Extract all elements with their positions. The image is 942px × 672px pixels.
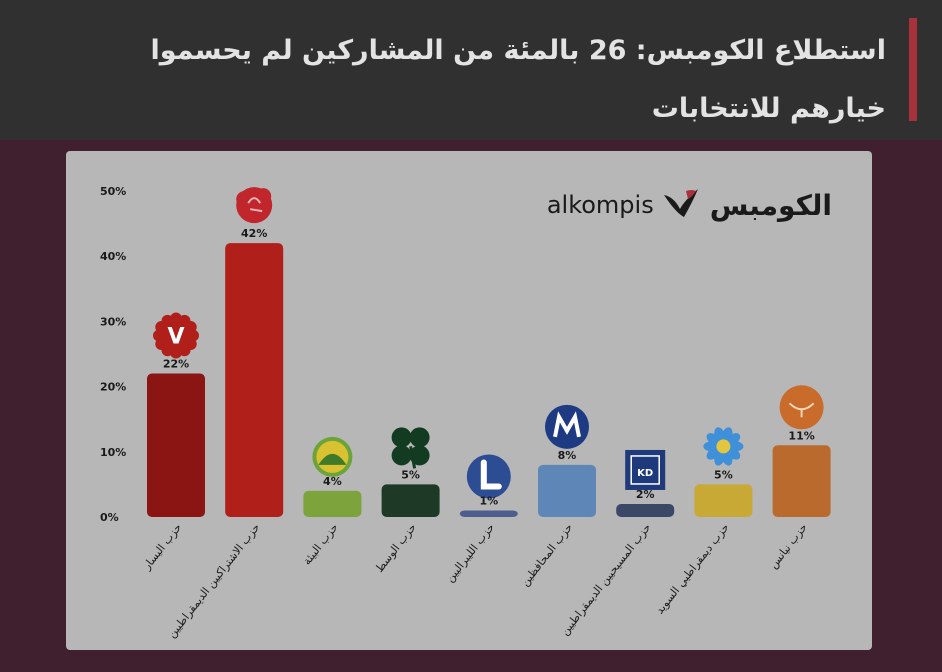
value-label: 8% (558, 449, 577, 462)
letter-l-icon (466, 454, 511, 499)
brand-latin: alkompis (546, 191, 654, 219)
bird-circle-icon (779, 385, 824, 430)
category-label: حزب الاشتراكيين الديمقراطيين (165, 521, 262, 641)
category-label: حزب البيئة (300, 521, 340, 568)
brand-logo: alkompis الكومبس (547, 187, 832, 223)
y-tick-label: 10% (100, 446, 126, 459)
rose-fist-icon (236, 187, 273, 224)
bar (225, 243, 284, 517)
category-label: حزب المحافظين (518, 521, 575, 589)
y-tick-label: 0% (100, 511, 119, 524)
category-label: حزب المسيحيين الديمقراطيين (558, 521, 653, 638)
value-label: 1% (479, 494, 498, 507)
bar (381, 484, 440, 517)
letter-m-icon (545, 404, 589, 449)
v-rose-icon: V (153, 312, 199, 359)
blue-flower-icon (703, 427, 744, 466)
bar (772, 445, 831, 517)
value-label: 4% (323, 475, 342, 488)
value-label: 5% (401, 468, 420, 481)
value-label: 42% (241, 227, 267, 240)
bar (694, 484, 753, 517)
accent-bar (909, 18, 917, 121)
value-labels: 22% 42% 4% 5% 1% 8% 2% 5% 11% (163, 227, 815, 507)
value-label: 11% (788, 429, 814, 442)
bar (459, 510, 518, 517)
kd-box-icon: KD (625, 449, 666, 490)
four-leaf-clover-icon (391, 427, 430, 469)
article-title: استطلاع الكومبس: 26 بالمئة من المشاركين … (150, 35, 886, 124)
logo-text: KD (637, 468, 653, 479)
y-tick-label: 50% (100, 185, 126, 198)
y-tick-label: 30% (100, 315, 126, 328)
bar (303, 490, 362, 517)
y-axis: 0% 10% 20% 30% 40% 50% (100, 185, 126, 524)
sun-leaf-icon (312, 436, 353, 477)
value-label: 22% (163, 358, 189, 371)
value-label: 5% (714, 468, 733, 481)
category-label: حزب الليبراليين (443, 521, 497, 585)
category-label: حزب اليسار (140, 521, 185, 573)
bar (616, 503, 675, 517)
bar-chart: 0% 10% 20% 30% 40% 50% V KD 22% 42% 4% 5% 1% 8% 2% 5%… (100, 185, 831, 641)
bird-logo-icon (663, 189, 698, 217)
y-tick-label: 40% (100, 250, 126, 263)
bars-group (147, 243, 831, 517)
article-header: استطلاع الكومبس: 26 بالمئة من المشاركين … (0, 0, 942, 140)
value-label: 2% (636, 488, 655, 501)
brand-arabic: الكومبس (709, 188, 832, 222)
party-logos: V KD (153, 187, 824, 499)
y-tick-label: 20% (100, 381, 126, 394)
category-label: حزب ديمقراطيي السويد (653, 521, 732, 617)
bar (147, 373, 205, 517)
category-label: حزب نيانس (767, 521, 810, 571)
logo-text: V (167, 325, 184, 350)
chart-card: 0% 10% 20% 30% 40% 50% V KD 22% 42% 4% 5% 1% 8% 2% 5%… (66, 151, 872, 650)
bar (538, 464, 596, 517)
category-label: حزب الوسط (373, 521, 419, 575)
